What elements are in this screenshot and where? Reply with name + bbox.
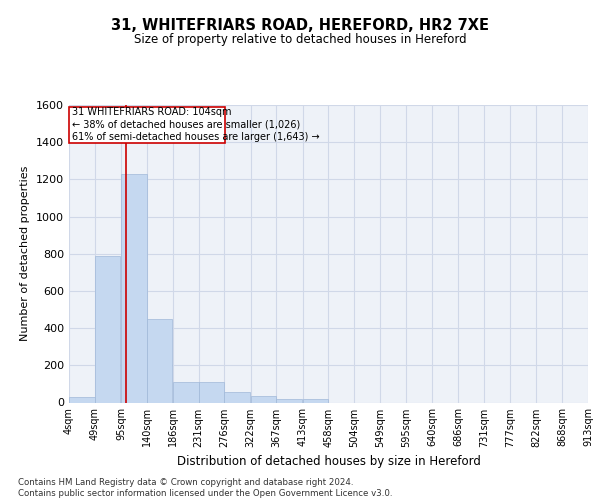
X-axis label: Distribution of detached houses by size in Hereford: Distribution of detached houses by size … xyxy=(176,455,481,468)
Text: 31 WHITEFRIARS ROAD: 104sqm: 31 WHITEFRIARS ROAD: 104sqm xyxy=(73,108,232,118)
Bar xyxy=(95,256,121,402)
Bar xyxy=(224,392,250,402)
Text: 31, WHITEFRIARS ROAD, HEREFORD, HR2 7XE: 31, WHITEFRIARS ROAD, HEREFORD, HR2 7XE xyxy=(111,18,489,32)
FancyBboxPatch shape xyxy=(69,107,226,143)
Text: ← 38% of detached houses are smaller (1,026): ← 38% of detached houses are smaller (1,… xyxy=(73,120,301,130)
Bar xyxy=(276,399,302,402)
Bar xyxy=(251,396,276,402)
Text: 61% of semi-detached houses are larger (1,643) →: 61% of semi-detached houses are larger (… xyxy=(73,132,320,142)
Bar xyxy=(302,399,328,402)
Y-axis label: Number of detached properties: Number of detached properties xyxy=(20,166,31,342)
Text: Size of property relative to detached houses in Hereford: Size of property relative to detached ho… xyxy=(134,32,466,46)
Bar xyxy=(121,174,146,402)
Bar xyxy=(69,397,95,402)
Bar xyxy=(173,382,199,402)
Bar xyxy=(199,382,224,402)
Bar xyxy=(146,319,172,402)
Text: Contains HM Land Registry data © Crown copyright and database right 2024.
Contai: Contains HM Land Registry data © Crown c… xyxy=(18,478,392,498)
